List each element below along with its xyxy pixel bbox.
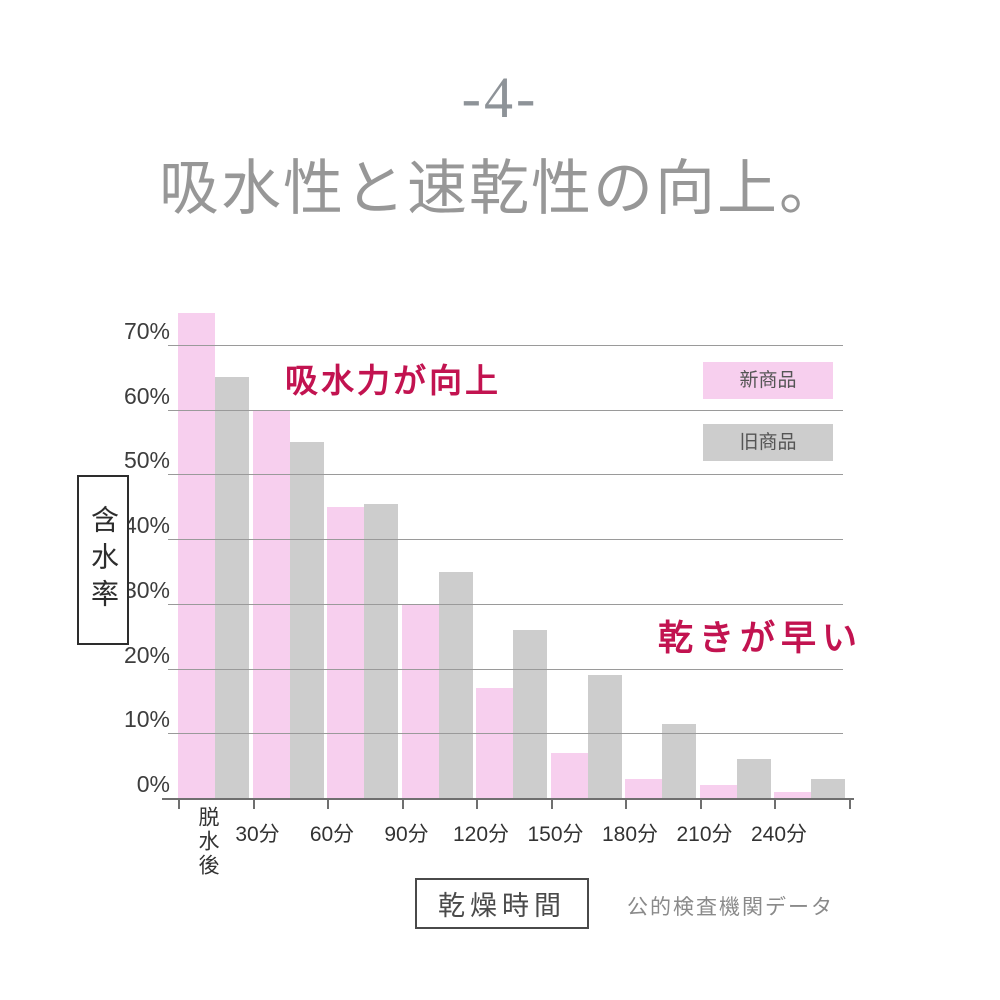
y-tick-label: 70% [123, 318, 170, 345]
y-tick-label: 40% [123, 512, 170, 539]
gridline-30 [168, 603, 843, 605]
x-axis-title: 乾燥時間 [438, 891, 566, 921]
bar-old-6 [587, 675, 622, 798]
gridline-60 [168, 409, 843, 411]
x-axis-tick [401, 800, 404, 809]
y-tick-label: 20% [123, 641, 170, 668]
x-tick-label: 180分 [601, 823, 659, 846]
y-tick-label: 30% [123, 576, 170, 603]
annotation-absorbency-improved: 吸水力が向上 [285, 364, 501, 400]
gridline-10 [168, 733, 843, 735]
bar-new-8 [699, 785, 737, 798]
bar-new-3 [327, 506, 365, 798]
x-tick-label: 150分 [527, 823, 584, 846]
gridline-40 [168, 539, 843, 541]
x-axis-tick [252, 800, 255, 809]
legend-old-product: 旧商品 [703, 424, 833, 461]
x-axis-tick [625, 800, 627, 809]
y-tick-label: 0% [136, 771, 170, 797]
bar-old-3 [364, 503, 399, 798]
y-tick-label: 60% [123, 382, 170, 409]
x-axis-tick [178, 800, 180, 809]
gridline-20 [168, 668, 843, 670]
x-tick-label: 240分 [750, 823, 808, 846]
gridline-50 [168, 474, 843, 476]
bar-old-9 [811, 778, 846, 798]
x-axis-tick [327, 800, 329, 809]
x-tick-label: 60分 [309, 823, 355, 846]
page-number: -4- [461, 65, 539, 130]
legend-new-product: 新商品 [703, 362, 833, 399]
y-tick-label: 10% [123, 706, 170, 733]
page-title: 吸水性と速乾性の向上。 [159, 156, 841, 222]
bar-old-4 [438, 571, 473, 798]
x-tick-label: 30分 [235, 823, 280, 846]
x-tick-label: 210分 [676, 823, 733, 846]
gridline-70 [168, 345, 843, 347]
bar-new-5 [476, 687, 514, 798]
y-axis-title-box: 含水率 [77, 475, 129, 645]
x-tick-label: 脱水後 [196, 806, 219, 878]
bar-old-5 [513, 629, 548, 798]
bar-old-7 [662, 723, 697, 798]
x-axis-tick [848, 800, 851, 809]
bar-new-4 [401, 603, 439, 798]
y-axis-title: 含水率 [88, 504, 119, 616]
x-axis-tick [476, 800, 478, 809]
x-axis-tick [774, 800, 776, 809]
x-tick-label: 90分 [384, 823, 429, 846]
x-tick-label: 120分 [452, 823, 510, 846]
bar-new-9 [774, 791, 812, 798]
x-axis-line [162, 798, 854, 800]
x-axis-tick [699, 800, 702, 809]
bar-new-7 [625, 778, 663, 798]
x-axis-tick [550, 800, 553, 809]
x-axis-title-box: 乾燥時間 [415, 878, 589, 929]
bar-old-1 [215, 377, 250, 798]
bar-new-6 [550, 752, 588, 798]
y-tick-label: 50% [123, 447, 170, 474]
data-source-note: 公的検査機関データ [627, 896, 834, 919]
annotation-dries-fast: 乾きが早い [658, 619, 864, 658]
bar-old-8 [736, 759, 771, 798]
bar-old-2 [289, 442, 324, 798]
bar-new-1 [178, 312, 216, 798]
